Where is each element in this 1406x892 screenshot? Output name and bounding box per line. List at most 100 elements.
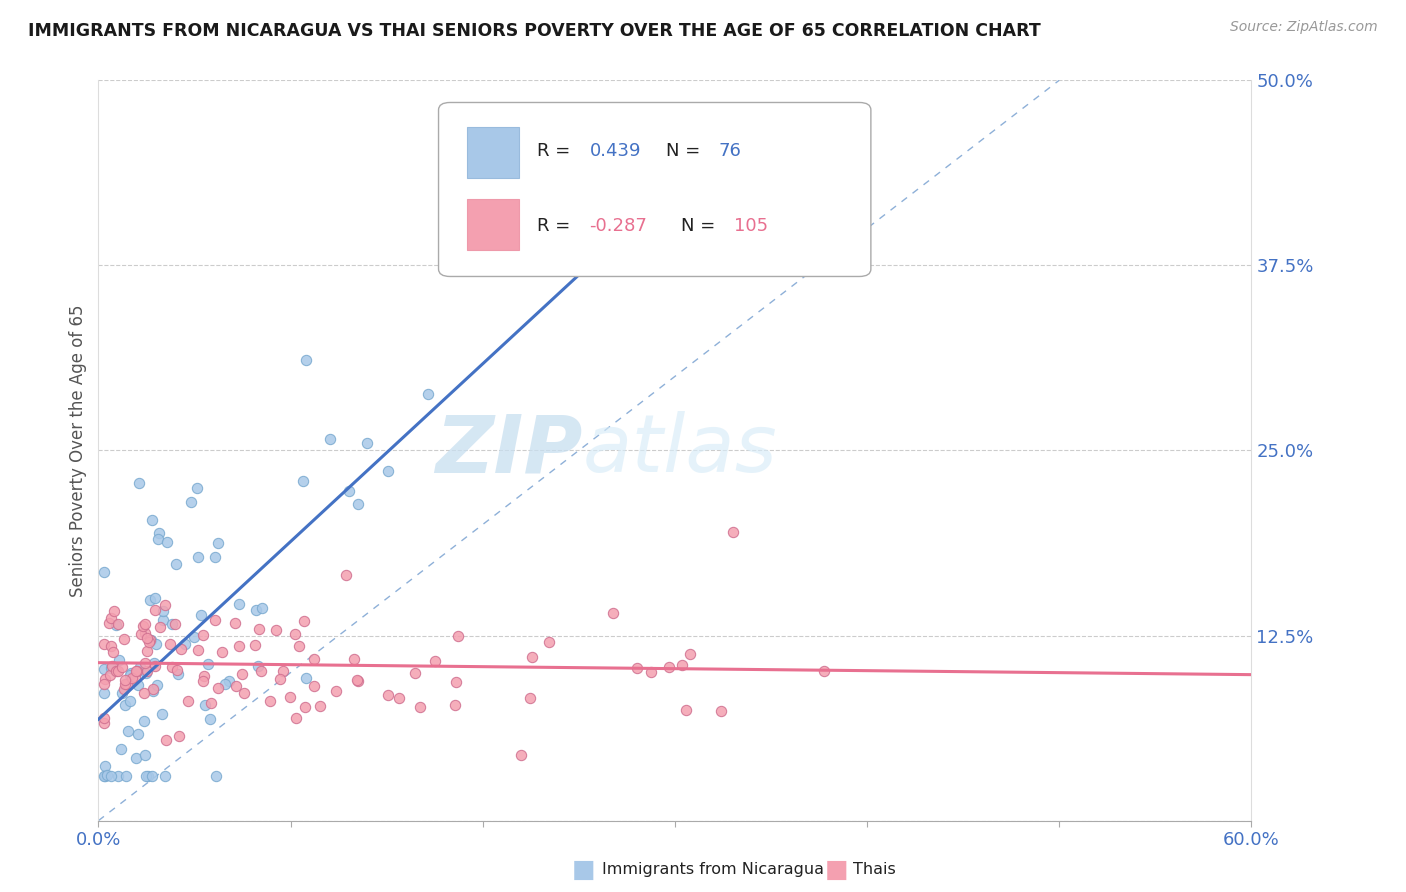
Point	[302, 652, 325, 666]
Point	[177, 694, 200, 708]
Point	[292, 474, 315, 488]
Point	[418, 387, 440, 401]
Bar	[467, 199, 519, 250]
Point	[143, 591, 166, 606]
Point	[143, 603, 166, 617]
Point	[302, 679, 325, 693]
Point	[675, 703, 697, 717]
Point	[250, 664, 273, 678]
Point	[125, 751, 148, 765]
Point	[93, 711, 115, 725]
Point	[124, 670, 146, 684]
Point	[111, 660, 134, 674]
Point	[409, 699, 432, 714]
Point	[100, 769, 122, 783]
Point	[243, 639, 266, 653]
Point	[671, 657, 693, 672]
Point	[347, 673, 370, 688]
Text: ZIP: ZIP	[436, 411, 582, 490]
Point	[190, 607, 212, 622]
Point	[100, 610, 122, 624]
Point	[93, 662, 115, 676]
Text: N =: N =	[665, 143, 706, 161]
Point	[159, 637, 181, 651]
Point	[356, 436, 378, 450]
Point	[198, 712, 221, 726]
Point	[225, 679, 247, 693]
Point	[141, 513, 163, 527]
Point	[537, 634, 560, 648]
Point	[284, 711, 307, 725]
Point	[136, 644, 159, 658]
Point	[404, 666, 426, 681]
Point	[224, 615, 246, 630]
Text: atlas: atlas	[582, 411, 778, 490]
Point	[187, 549, 209, 564]
Point	[602, 607, 624, 621]
Point	[245, 603, 267, 617]
Point	[247, 622, 270, 636]
Point	[93, 677, 115, 691]
Point	[94, 768, 117, 782]
Text: 105: 105	[734, 217, 768, 235]
Point	[170, 642, 193, 657]
Point	[166, 666, 188, 681]
Point	[96, 767, 118, 781]
Point	[145, 637, 167, 651]
Point	[160, 616, 183, 631]
Point	[246, 659, 269, 673]
Point	[162, 660, 184, 674]
Text: 0.439: 0.439	[589, 143, 641, 161]
Point	[264, 623, 287, 637]
Point	[721, 524, 744, 539]
Point	[207, 681, 229, 695]
Point	[120, 694, 142, 708]
Point	[443, 698, 465, 712]
Point	[228, 640, 250, 654]
Point	[127, 665, 149, 679]
Text: Immigrants from Nicaragua: Immigrants from Nicaragua	[602, 863, 824, 877]
Point	[259, 694, 281, 708]
Point	[228, 598, 250, 612]
Point	[107, 769, 129, 783]
Text: Source: ZipAtlas.com: Source: ZipAtlas.com	[1230, 20, 1378, 34]
Point	[343, 652, 366, 666]
Point	[134, 748, 156, 763]
Text: IMMIGRANTS FROM NICARAGUA VS THAI SENIORS POVERTY OVER THE AGE OF 65 CORRELATION: IMMIGRANTS FROM NICARAGUA VS THAI SENIOR…	[28, 22, 1040, 40]
Point	[148, 532, 170, 546]
Point	[335, 568, 357, 582]
Point	[120, 668, 142, 682]
Text: ■: ■	[572, 858, 595, 881]
Point	[152, 706, 174, 721]
Point	[107, 664, 129, 678]
Point	[166, 663, 188, 677]
Point	[709, 704, 731, 718]
Point	[101, 659, 124, 673]
Point	[148, 525, 170, 540]
Point	[186, 481, 208, 495]
Point	[813, 664, 835, 678]
Point	[141, 769, 163, 783]
Point	[112, 632, 135, 646]
Point	[105, 664, 128, 678]
Point	[146, 677, 169, 691]
Point	[134, 616, 156, 631]
Point	[346, 497, 368, 511]
Point	[104, 618, 127, 632]
Point	[138, 635, 160, 649]
Point	[93, 672, 115, 686]
Point	[519, 691, 541, 706]
Point	[103, 645, 125, 659]
Point	[165, 616, 187, 631]
Point	[346, 673, 368, 688]
Point	[121, 671, 143, 685]
Point	[125, 665, 148, 679]
Point	[194, 698, 217, 712]
Point	[292, 614, 315, 628]
Point	[143, 659, 166, 673]
Point	[142, 681, 165, 696]
Point	[135, 769, 157, 783]
Point	[120, 665, 142, 680]
Point	[134, 656, 156, 670]
Point	[93, 769, 115, 783]
